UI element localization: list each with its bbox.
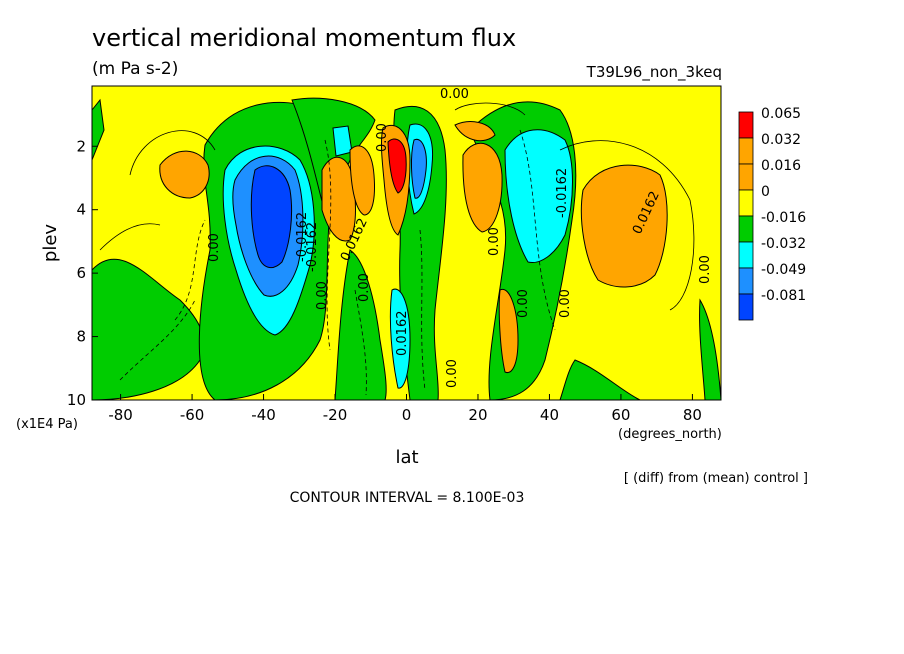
x-tick-label: 0	[402, 406, 412, 424]
y-tick-label: 8	[76, 328, 86, 346]
y-tick-label: 2	[76, 137, 86, 155]
contour-label: 0.00	[315, 281, 330, 310]
legend-swatch	[738, 241, 754, 269]
contour-label: 0.00	[357, 273, 372, 302]
legend-swatch	[738, 215, 754, 243]
color-legend: 0.065 0.032 0.016 0 -0.016 -0.032 -0.049 -0.081	[738, 106, 806, 321]
plot-area: 0.00 -0.0162 0.0162 -0.0162 -0.0162 0.00…	[92, 86, 721, 400]
legend-label: 0	[761, 184, 770, 200]
run-label: T39L96_non_3keq	[586, 63, 722, 82]
legend-swatch	[738, 163, 754, 191]
contour-label: 0.00	[207, 233, 222, 262]
min-region	[250, 165, 293, 269]
legend-label: 0.016	[761, 158, 801, 174]
x-tick-label: 20	[468, 406, 487, 424]
legend-swatch	[738, 137, 754, 165]
legend-label: -0.016	[761, 210, 806, 226]
x-tick-label: -80	[108, 406, 133, 424]
contour-label: -0.0162	[305, 222, 320, 272]
legend-label: 0.065	[761, 106, 801, 122]
legend-label: 0.032	[761, 132, 801, 148]
contour-label: 0.00	[375, 123, 390, 152]
contour-label: 0.00	[440, 87, 469, 102]
legend-label: -0.081	[761, 288, 806, 304]
x-axis-units: (degrees_north)	[618, 427, 722, 442]
contour-interval: CONTOUR INTERVAL = 8.100E-03	[290, 490, 525, 506]
x-tick-label: -60	[180, 406, 205, 424]
legend-label: -0.049	[761, 262, 806, 278]
contour-label: -0.0162	[295, 212, 310, 262]
y-axis-label: plev	[40, 224, 61, 263]
diff-note: [ (diff) from (mean) control ]	[624, 471, 808, 486]
contour-label: 0.00	[558, 289, 573, 318]
chart-title: vertical meridional momentum flux	[92, 24, 516, 52]
x-tick-label: 40	[540, 406, 559, 424]
x-tick-label: 60	[611, 406, 630, 424]
dashed-contours	[119, 129, 556, 396]
y-tick-label: 6	[76, 264, 86, 282]
legend-swatch	[738, 111, 754, 139]
legend-swatch	[738, 189, 754, 217]
y-axis-units: (x1E4 Pa)	[16, 417, 78, 432]
contour-label: 0.0162	[395, 311, 410, 357]
contour-label: 0.00	[445, 359, 460, 388]
legend-swatch	[738, 293, 754, 321]
y-tick-label: 4	[76, 201, 86, 219]
x-tick-label: 80	[683, 406, 702, 424]
contour-label: 0.00	[516, 289, 531, 318]
x-axis: -80 -60 -40 -20 0 20 40 60 80	[108, 394, 702, 424]
legend-label: -0.032	[761, 236, 806, 252]
y-tick-label: 10	[67, 391, 86, 409]
max-region	[387, 138, 407, 194]
x-axis-label: lat	[395, 447, 418, 468]
contour-label: 0.00	[698, 255, 713, 284]
x-tick-label: -40	[251, 406, 276, 424]
x-tick-label: -20	[323, 406, 348, 424]
chart-subtitle: (m Pa s-2)	[92, 59, 178, 79]
legend-swatch	[738, 267, 754, 295]
solid-contours	[99, 102, 695, 311]
contour-label: -0.0162	[555, 168, 570, 218]
contour-label: 0.00	[487, 227, 502, 256]
y-axis: 2 4 6 8 10	[67, 137, 98, 409]
